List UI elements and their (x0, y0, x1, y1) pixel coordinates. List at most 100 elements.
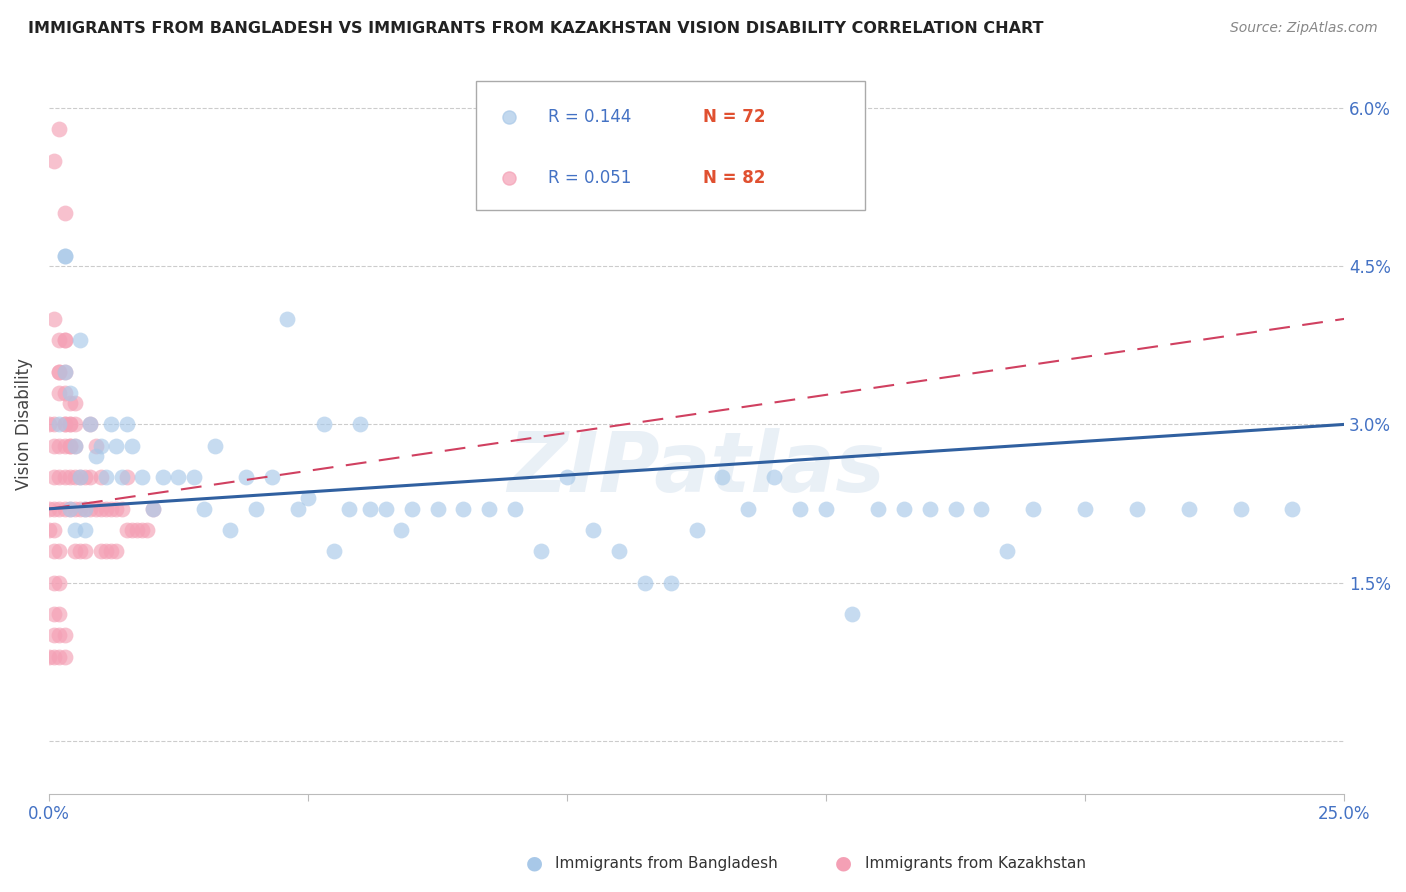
Point (426, 501, 449, 516)
Point (44, 417, 66, 432)
Point (48, 628, 70, 642)
Point (607, 544, 630, 558)
Point (44, 575, 66, 590)
Point (219, 523, 242, 537)
Point (48, 575, 70, 590)
Point (1022, 501, 1045, 516)
Point (44, 544, 66, 558)
Point (339, 501, 361, 516)
Point (59, 417, 82, 432)
Point (125, 523, 148, 537)
Point (48, 470, 70, 484)
Point (260, 470, 283, 484)
Point (38, 501, 60, 516)
Point (94, 544, 117, 558)
Point (1177, 501, 1199, 516)
Point (90, 470, 112, 484)
Point (167, 470, 190, 484)
Text: ZIPatlas: ZIPatlas (508, 428, 886, 509)
Point (48, 438, 70, 452)
Point (90, 438, 112, 452)
Point (1126, 501, 1149, 516)
Point (918, 501, 941, 516)
Point (110, 470, 132, 484)
Point (59, 501, 82, 516)
Text: ●: ● (835, 854, 852, 873)
Point (53, 470, 76, 484)
Point (63, 438, 86, 452)
Point (297, 491, 319, 506)
Point (1281, 501, 1303, 516)
Text: R = 0.051: R = 0.051 (547, 169, 631, 187)
Point (815, 501, 838, 516)
Point (970, 501, 993, 516)
Point (84, 501, 107, 516)
Point (737, 501, 759, 516)
Point (110, 501, 132, 516)
Point (59, 396, 82, 410)
Point (152, 470, 174, 484)
Point (44, 312, 66, 326)
Point (75, 470, 97, 484)
Point (48, 501, 70, 516)
Point (75, 544, 97, 558)
Point (100, 544, 122, 558)
Point (48, 122, 70, 136)
Point (59, 385, 82, 400)
Point (121, 523, 143, 537)
Point (44, 607, 66, 622)
Text: N = 72: N = 72 (703, 108, 765, 126)
Point (53, 417, 76, 432)
Point (53, 333, 76, 347)
Point (1229, 501, 1251, 516)
Point (59, 438, 82, 452)
Text: IMMIGRANTS FROM BANGLADESH VS IMMIGRANTS FROM KAZAKHSTAN VISION DISABILITY CORRE: IMMIGRANTS FROM BANGLADESH VS IMMIGRANTS… (28, 21, 1043, 36)
Point (121, 438, 143, 452)
Point (503, 501, 526, 516)
Point (69, 544, 91, 558)
Point (53, 385, 76, 400)
Point (53, 438, 76, 452)
FancyBboxPatch shape (477, 81, 865, 211)
Point (90, 544, 112, 558)
Point (53, 206, 76, 220)
Point (634, 575, 657, 590)
Point (53, 628, 76, 642)
Point (44, 438, 66, 452)
Text: Immigrants from Kazakhstan: Immigrants from Kazakhstan (865, 856, 1085, 871)
Point (582, 523, 605, 537)
Point (841, 607, 863, 622)
Point (63, 523, 86, 537)
Point (53, 365, 76, 379)
Point (453, 501, 475, 516)
Point (53, 249, 76, 263)
Text: ●: ● (526, 854, 543, 873)
Point (44, 153, 66, 168)
Point (235, 470, 257, 484)
Point (79, 501, 101, 516)
Point (789, 501, 811, 516)
Point (142, 501, 165, 516)
Point (131, 470, 153, 484)
Point (893, 501, 915, 516)
Point (48, 365, 70, 379)
Point (44, 628, 66, 642)
Point (44, 649, 66, 664)
Point (105, 438, 128, 452)
Point (555, 470, 578, 484)
Point (105, 501, 128, 516)
Y-axis label: Vision Disability: Vision Disability (15, 359, 32, 491)
Point (349, 417, 371, 432)
Point (685, 523, 707, 537)
Point (53, 417, 76, 432)
Point (48, 417, 70, 432)
Point (763, 470, 786, 484)
Point (79, 470, 101, 484)
Point (63, 396, 86, 410)
Point (48, 385, 70, 400)
Point (69, 333, 91, 347)
Point (115, 523, 138, 537)
Point (38, 417, 60, 432)
Point (75, 501, 97, 516)
Point (69, 501, 91, 516)
